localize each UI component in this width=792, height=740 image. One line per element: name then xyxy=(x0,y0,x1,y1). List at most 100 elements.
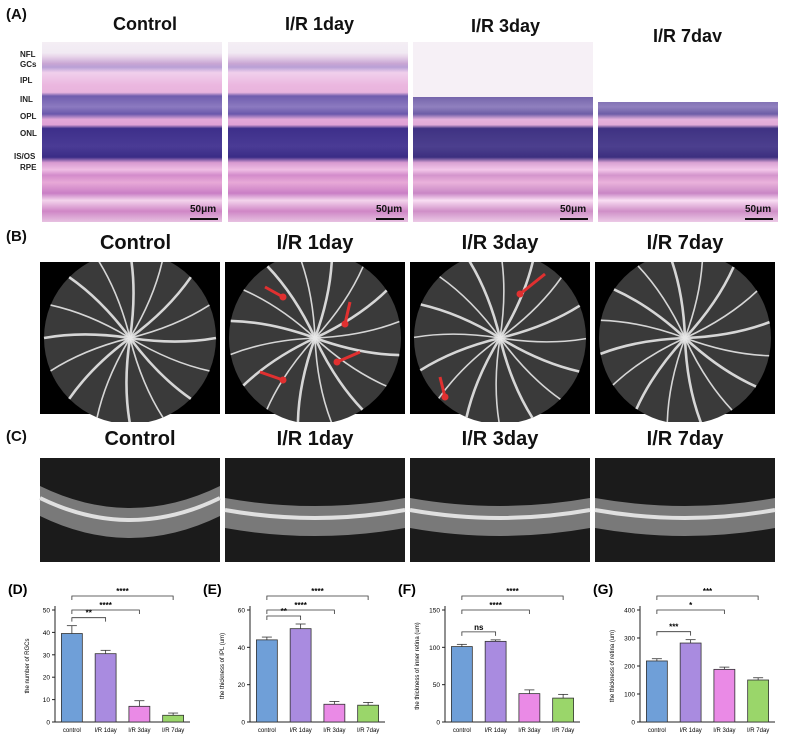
angio-vessel xyxy=(300,262,316,339)
angio-vessel xyxy=(684,337,733,411)
bar xyxy=(484,640,507,723)
y-tick-label: 20 xyxy=(43,675,51,682)
significance-bracket xyxy=(266,595,369,600)
angio-vessel xyxy=(670,262,687,339)
panel-c-header-ir7: I/R 7day xyxy=(646,428,724,450)
angio-panel-3 xyxy=(595,262,775,422)
angio-vessel xyxy=(684,320,770,340)
oct-images xyxy=(39,458,776,562)
layer-label-inl: INL xyxy=(20,95,33,104)
x-tick-label: control xyxy=(453,728,471,734)
significance-label: *** xyxy=(669,623,679,632)
angio-vessel xyxy=(129,337,164,418)
y-tick-label: 50 xyxy=(433,682,441,689)
angio-vessel xyxy=(68,336,131,400)
bar xyxy=(713,668,736,723)
x-tick-label: I/R 1day xyxy=(679,728,701,734)
angio-vessel xyxy=(129,304,210,339)
angio-vessel xyxy=(498,262,535,339)
x-tick-label: I/R 7day xyxy=(747,728,769,734)
layer-label-rpe: RPE xyxy=(20,163,37,172)
x-tick-label: I/R 1day xyxy=(289,728,311,734)
x-tick-label: I/R 7day xyxy=(357,728,379,734)
angio-vessel xyxy=(439,276,501,339)
y-axis-label: the thickness of inner retina (um) xyxy=(415,622,421,709)
angio-vessel xyxy=(637,265,686,339)
angio-vessel xyxy=(613,288,686,339)
angio-panel-2 xyxy=(410,262,590,422)
x-tick-label: I/R 1day xyxy=(94,728,116,734)
red-arrow-head-icon xyxy=(441,393,449,401)
bar xyxy=(94,653,117,723)
bar xyxy=(323,703,346,723)
oct-bright-layer xyxy=(594,508,776,520)
significance-label: *** xyxy=(703,587,713,596)
angio-vessel xyxy=(499,337,561,400)
angio-vessel xyxy=(600,336,686,356)
angio-vessel xyxy=(499,337,587,343)
angiography-images xyxy=(40,262,775,422)
scale-label-ir3: 50μm xyxy=(560,204,587,215)
angio-vessel xyxy=(684,337,757,388)
chart-2: (F) 0 50 100 150 the thickness of inner retin… xyxy=(398,581,580,734)
he-image-ir1 xyxy=(228,42,408,222)
angio-vessel xyxy=(600,319,686,339)
angio-vessel xyxy=(419,336,501,372)
significance-label: **** xyxy=(311,587,324,596)
bar-charts: (D) 0 10 20 30 40 50 the number of RGCs control I… xyxy=(8,581,775,734)
chart-1: (E) 0 20 40 60 the thickness of IPL (um) contr… xyxy=(203,581,385,734)
angio-panel-0 xyxy=(40,262,220,422)
red-arrow-icon xyxy=(259,370,284,382)
angio-vessel xyxy=(495,337,501,422)
layer-label-nfl: NFL xyxy=(20,50,36,59)
layer-label-ipl: IPL xyxy=(20,76,33,85)
red-arrow-head-icon xyxy=(279,293,287,301)
significance-label: ** xyxy=(86,609,93,618)
scale-label-ir7: 50μm xyxy=(745,204,772,215)
y-axis-label: the number of RGCs xyxy=(25,638,31,693)
red-arrow-icon xyxy=(519,272,546,296)
significance-bracket xyxy=(71,609,140,614)
bar xyxy=(162,714,184,723)
angio-vessel xyxy=(68,276,132,339)
angio-vessel xyxy=(296,337,317,422)
y-tick-label: 100 xyxy=(624,692,635,699)
scale-label-control: 50μm xyxy=(190,204,217,215)
angio-vessel xyxy=(635,337,686,410)
angio-vessel xyxy=(465,337,502,418)
angio-vessel xyxy=(313,262,334,339)
significance-bracket xyxy=(656,609,725,614)
angio-vessel xyxy=(50,304,131,339)
red-arrow-head-icon xyxy=(333,358,341,366)
he-image-control xyxy=(42,42,222,222)
scale-bar-ir3 xyxy=(560,218,588,220)
angio-vessel xyxy=(684,266,735,339)
bar xyxy=(357,704,379,723)
angio-vessel xyxy=(499,336,580,373)
y-tick-label: 60 xyxy=(238,608,246,615)
panel-b-header-control: Control xyxy=(99,232,172,254)
significance-label: * xyxy=(689,601,693,610)
angio-vessel xyxy=(666,337,686,422)
panel-c-letter: (C) xyxy=(6,428,27,445)
significance-label: **** xyxy=(116,587,129,596)
significance-bracket xyxy=(461,631,497,636)
panel-a-letter: (A) xyxy=(6,6,27,23)
layer-label-isos: IS/OS xyxy=(14,152,36,161)
red-arrow-icon xyxy=(343,301,352,325)
angio-vessel xyxy=(266,265,317,339)
significance-label: **** xyxy=(506,587,519,596)
significance-bracket xyxy=(461,595,564,600)
angio-vessel xyxy=(420,303,501,340)
angio-vessel xyxy=(129,276,192,340)
bar xyxy=(289,628,312,723)
significance-bracket xyxy=(656,595,759,600)
angio-vessel xyxy=(129,262,163,339)
scale-bar-ir7 xyxy=(745,218,773,220)
bar xyxy=(679,642,702,723)
angio-vessel xyxy=(612,337,686,386)
significance-label: **** xyxy=(489,601,502,610)
oct-retina-band xyxy=(40,486,220,538)
y-axis-label: the thickness of retina (um) xyxy=(610,630,616,702)
y-tick-label: 50 xyxy=(43,608,51,615)
